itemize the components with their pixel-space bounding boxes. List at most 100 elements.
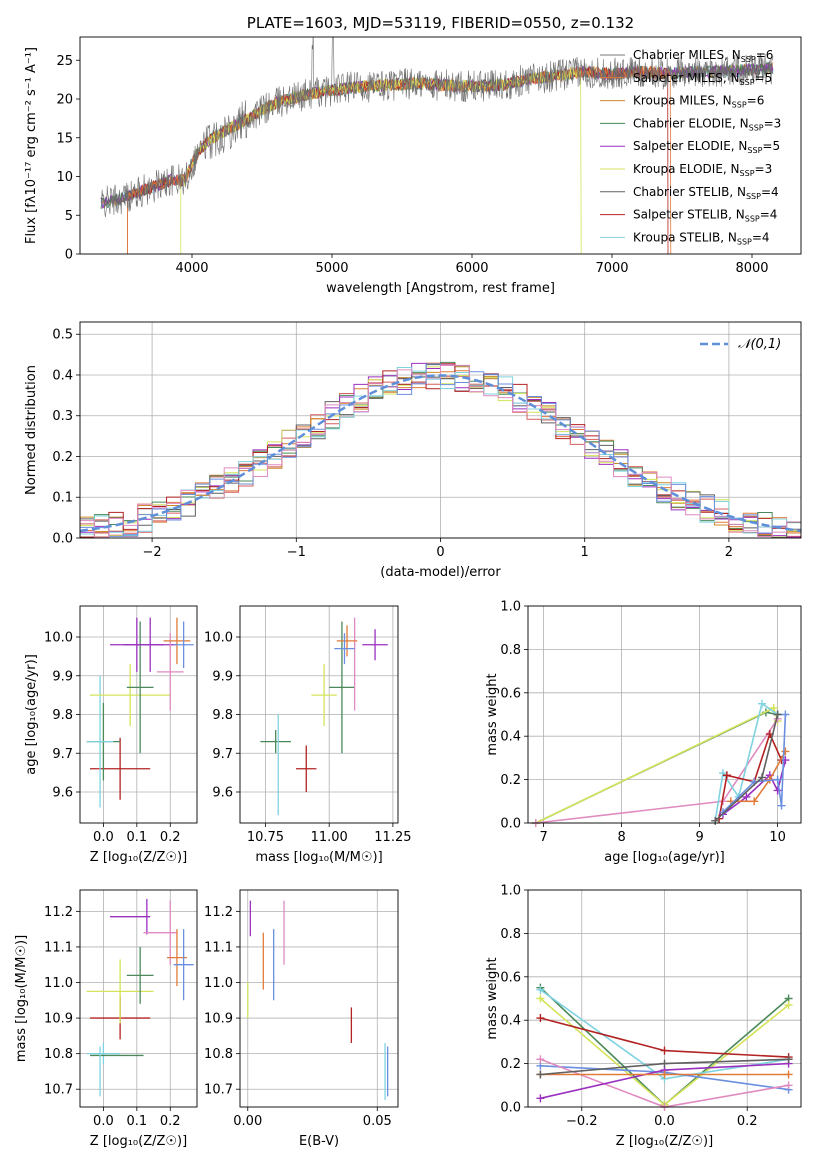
legend-label: Salpeter ELODIE, NSSP=5 — [633, 139, 780, 155]
x-tick-label: 0.0 — [93, 1114, 114, 1129]
legend-label: Chabrier ELODIE, NSSP=3 — [633, 116, 781, 132]
y-tick-label: 10.9 — [44, 1012, 73, 1027]
legend-label: Kroupa MILES, NSSP=6 — [633, 94, 764, 110]
axes-residuals: −2 −1 0 1 2 0.0 0.1 0.2 0.3 0.4 0.5 (data-model)/er… — [24, 321, 802, 580]
errorbar-point — [163, 617, 191, 665]
series-marker — [773, 786, 782, 795]
y-tick-label: 9.7 — [52, 747, 73, 762]
y-tick-label: 9.6 — [212, 786, 233, 801]
series-marker — [758, 699, 766, 708]
model-spectrum-line — [127, 65, 672, 254]
errorbar-point — [126, 621, 154, 754]
series-marker — [722, 771, 731, 780]
error-bars — [86, 898, 194, 1097]
y-tick-label: 10.7 — [204, 1083, 233, 1098]
series-marker — [536, 1094, 545, 1103]
x-tick-label: 1 — [581, 545, 589, 560]
y-axis-label: age [log₁₀(age/yr)] — [24, 654, 39, 775]
axes-spectrum: 4000 5000 6000 7000 8000 0 5 10 15 20 25 wavelength… — [24, 14, 802, 296]
errorbar-point — [329, 621, 355, 754]
x-tick-label: 7 — [539, 830, 547, 845]
y-tick-label: 10.8 — [44, 1047, 73, 1062]
series-line — [535, 718, 779, 824]
x-tick-label: 10.75 — [247, 830, 284, 845]
errorbar-point — [86, 675, 114, 808]
y-tick-label: 0.0 — [500, 817, 521, 832]
series — [719, 710, 790, 817]
errorbar-point — [362, 629, 388, 661]
x-tick-label: 0.1 — [126, 1114, 147, 1129]
series-line — [730, 751, 787, 803]
axes-frame — [239, 889, 399, 1108]
x-tick-label: 0 — [436, 545, 444, 560]
y-tick-label: 11.1 — [204, 940, 233, 955]
x-tick-label: 8 — [617, 830, 625, 845]
y-tick-label: 0.0 — [500, 1101, 521, 1116]
y-tick-label: 0.8 — [500, 927, 521, 942]
series-lines — [531, 699, 790, 827]
series-marker — [781, 710, 790, 719]
axes-massweight_vs_age: 7 8 9 10 0.0 0.2 0.4 0.6 0.8 1.0 age [log₁₀(age/yr… — [485, 600, 802, 865]
y-tick-label: 11.0 — [204, 976, 233, 991]
y-tick-label: 10.0 — [204, 631, 233, 646]
observed-spectrum-line — [100, 37, 774, 218]
axes-age_vs_Z: 0.0 0.1 0.2 9.6 9.7 9.8 9.9 10.0 Z [log₁₀(Z/Z☉)]… — [24, 605, 198, 865]
x-tick-label: 10 — [769, 830, 786, 845]
y-tick-label: 11.0 — [44, 976, 73, 991]
y-tick-label: 11.2 — [204, 905, 233, 920]
normal-curve — [80, 374, 801, 533]
y-tick-label: 5 — [65, 209, 73, 224]
axes-frame — [79, 321, 802, 539]
x-tick-label: 0.2 — [160, 1114, 181, 1129]
y-tick-label: 0.8 — [500, 643, 521, 658]
axes-frame — [79, 36, 802, 255]
errorbar-point — [173, 929, 194, 1001]
series-marker — [773, 710, 782, 719]
series-marker — [777, 801, 786, 810]
series — [536, 1014, 793, 1062]
y-tick-label: 0.6 — [500, 686, 521, 701]
x-tick-label: 6000 — [455, 261, 488, 276]
errorbar-point — [336, 625, 358, 657]
legend-label: Salpeter STELIB, NSSP=4 — [633, 208, 777, 224]
y-tick-label: 0.3 — [52, 409, 73, 424]
axes-mass_vs_Z: 0.0 0.1 0.2 10.7 10.8 10.9 11.0 11.1 11.2 Z [log₁… — [14, 889, 198, 1149]
series-marker — [536, 985, 545, 994]
error-bars — [86, 617, 194, 808]
y-tick-label: 11.2 — [44, 905, 73, 920]
legend-label: 𝒩(0,1) — [738, 337, 781, 352]
x-axis-label: Z [log₁₀(Z/Z☉)] — [616, 1134, 713, 1149]
x-tick-label: −2 — [143, 545, 162, 560]
y-tick-label: 0 — [65, 248, 73, 263]
errorbar-point — [86, 1042, 121, 1065]
series-marker — [660, 1059, 669, 1068]
y-axis-label: mass weight — [485, 673, 500, 755]
series-lines — [536, 983, 793, 1111]
legend-label: Chabrier MILES, NSSP=6 — [633, 48, 773, 64]
y-tick-label: 0.2 — [52, 450, 73, 465]
series-line — [535, 711, 778, 824]
y-tick-label: 0.6 — [500, 970, 521, 985]
series-marker — [660, 1070, 669, 1079]
x-tick-label: 11.00 — [311, 830, 348, 845]
series — [711, 710, 782, 825]
errorbar-point — [173, 621, 194, 668]
y-tick-label: 0.2 — [500, 773, 521, 788]
x-axis-label: E(B-V) — [299, 1134, 339, 1149]
error-bars — [260, 617, 388, 816]
errorbar-point — [311, 664, 337, 727]
y-axis-label: mass [log₁₀(M/M☉)] — [14, 935, 29, 1062]
series — [536, 1055, 793, 1079]
series-marker — [711, 816, 720, 825]
series-marker — [536, 1070, 545, 1079]
x-tick-label: 0.0 — [654, 1114, 675, 1129]
y-tick-label: 0.1 — [52, 491, 73, 506]
x-tick-label: 8000 — [735, 261, 768, 276]
axes-frame — [527, 605, 802, 824]
chart-title: PLATE=1603, MJD=53119, FIBERID=0550, z=0… — [247, 14, 634, 32]
y-tick-label: 1.0 — [500, 600, 521, 615]
x-tick-label: −0.2 — [566, 1114, 598, 1129]
series-marker — [784, 1001, 793, 1010]
series — [531, 714, 782, 827]
